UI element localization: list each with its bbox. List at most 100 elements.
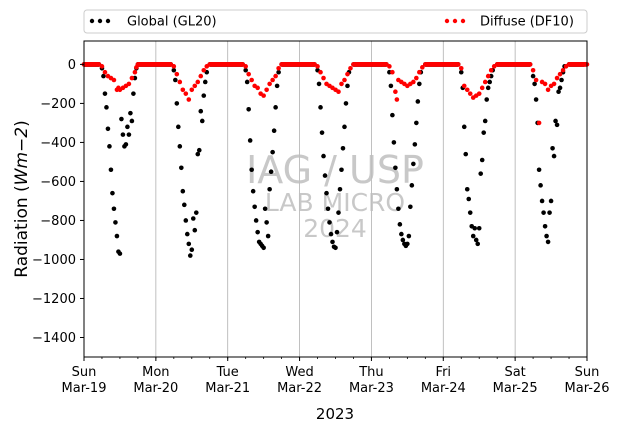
data-point	[391, 140, 397, 145]
data-point	[195, 79, 201, 85]
data-point	[542, 81, 548, 87]
data-point	[538, 183, 543, 188]
data-point	[270, 149, 275, 155]
data-point	[110, 190, 115, 196]
data-point	[399, 231, 404, 237]
data-point	[556, 89, 561, 95]
legend-frame	[83, 9, 588, 34]
data-point	[265, 233, 271, 239]
data-point	[174, 101, 180, 106]
data-point	[202, 79, 208, 85]
x-tick-label: Mar-26	[565, 381, 610, 396]
data-point	[243, 67, 248, 73]
data-point	[270, 77, 275, 83]
data-point	[414, 75, 419, 81]
data-point	[321, 153, 326, 159]
data-point	[261, 93, 266, 98]
x-tick-label: Mar-22	[277, 381, 322, 396]
data-point	[336, 210, 341, 215]
watermark-line-1: IAG / USP	[246, 148, 424, 192]
data-point	[542, 224, 548, 229]
data-point	[533, 97, 539, 102]
data-point	[479, 157, 485, 163]
data-point	[171, 67, 177, 73]
data-point	[267, 186, 272, 192]
data-point	[198, 108, 204, 114]
data-point	[394, 186, 400, 192]
x-tick-day: Mon	[142, 365, 169, 380]
data-point	[177, 79, 183, 85]
data-point	[539, 198, 545, 204]
data-point	[467, 91, 473, 96]
data-point	[554, 122, 560, 128]
data-point	[473, 237, 479, 243]
data-point	[273, 105, 278, 110]
data-point	[255, 229, 260, 235]
data-point	[484, 97, 489, 102]
data-point	[319, 130, 325, 135]
data-point	[99, 64, 105, 69]
data-point	[318, 69, 323, 75]
x-tick-label: Mar-19	[62, 381, 107, 396]
data-point	[478, 171, 484, 176]
data-point	[530, 73, 536, 79]
y-tick-label: −400	[40, 136, 76, 151]
data-point	[337, 186, 343, 192]
legend-entry-global: Global (GL20)	[89, 15, 217, 30]
data-point	[333, 245, 338, 251]
data-point	[476, 225, 482, 231]
data-point	[417, 69, 422, 75]
data-point	[533, 77, 539, 83]
data-point	[487, 79, 492, 85]
data-point	[547, 210, 552, 215]
data-point	[342, 124, 347, 130]
data-point	[183, 218, 189, 223]
data-point	[411, 79, 416, 85]
data-point	[393, 89, 398, 95]
data-point	[192, 83, 198, 89]
data-point	[315, 64, 320, 69]
data-point	[387, 64, 392, 69]
data-point	[461, 124, 467, 130]
legend-entry-diffuse: Diffuse (DF10)	[444, 15, 574, 30]
data-point	[481, 130, 487, 135]
data-point	[328, 231, 334, 237]
data-point	[102, 69, 108, 75]
y-tick-label: 0	[68, 58, 76, 73]
data-point	[276, 69, 281, 75]
data-point	[262, 206, 268, 212]
data-point	[390, 69, 395, 75]
data-point	[253, 218, 259, 223]
data-point	[184, 231, 190, 237]
data-point	[388, 83, 394, 89]
data-point	[255, 85, 260, 91]
data-point	[324, 190, 329, 196]
data-point	[345, 71, 350, 77]
data-point	[171, 64, 177, 69]
x-tick-day: Thu	[358, 365, 383, 380]
data-point	[467, 210, 473, 215]
y-axis-label-prefix: Radiation (	[12, 185, 32, 277]
data-point	[108, 167, 114, 173]
y-axis-label-math: Wm−2	[12, 127, 32, 185]
y-tick-label: −1200	[32, 292, 76, 307]
data-point	[464, 186, 470, 192]
data-point	[394, 97, 400, 102]
data-point	[530, 67, 536, 73]
data-point	[417, 81, 422, 87]
x-tick-label: Mar-20	[133, 381, 178, 396]
data-point	[345, 83, 350, 89]
data-point	[187, 253, 193, 258]
data-point	[123, 142, 129, 147]
vertical-gridlines	[155, 41, 516, 357]
data-point	[551, 81, 557, 87]
data-point	[247, 138, 253, 143]
x-tick-day: Sun	[72, 365, 97, 380]
y-tick-label: −1000	[32, 253, 76, 268]
data-point	[186, 97, 192, 102]
data-point	[482, 79, 488, 85]
data-point	[330, 239, 335, 245]
data-point	[339, 167, 344, 173]
data-point	[536, 167, 542, 173]
